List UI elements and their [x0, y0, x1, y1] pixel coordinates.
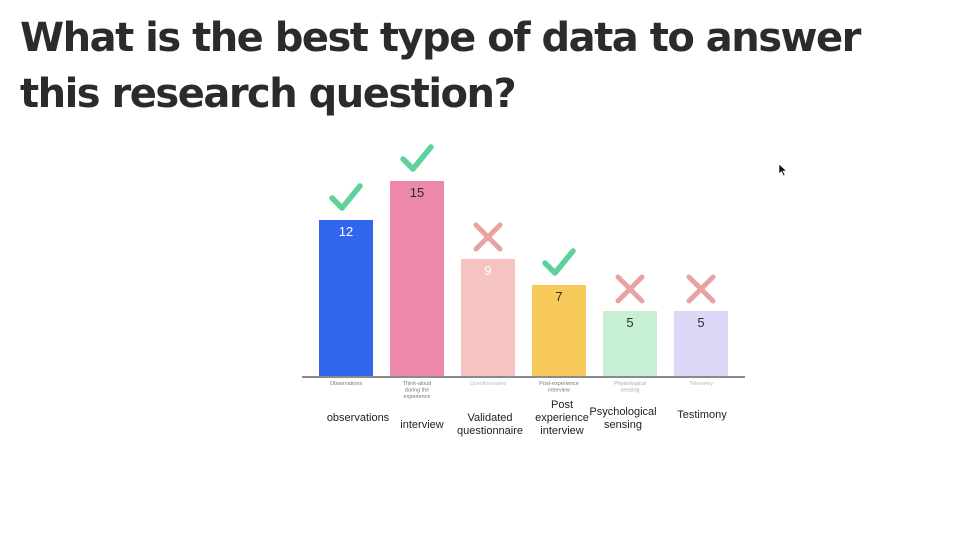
tick-label-3: Questionnaires — [470, 381, 507, 387]
bar-4 — [532, 285, 586, 376]
value-label-3: 9 — [484, 263, 491, 278]
value-label-6: 5 — [697, 315, 704, 330]
annotation-label-1: observations — [326, 412, 390, 424]
tick-label-1: Observations — [330, 381, 363, 387]
value-label-4: 7 — [555, 289, 562, 304]
value-label-5: 5 — [626, 315, 633, 330]
value-label-2: 15 — [410, 185, 424, 200]
bars-layer: 12 15 9 7 5 5 — [319, 181, 728, 376]
tick-labels-layer: Observations Think-aloud during the experie… — [330, 381, 713, 400]
cross-icon — [615, 274, 645, 304]
mouse-pointer-icon — [778, 163, 788, 177]
tick-label-5: Physiological sensing — [614, 381, 646, 394]
annotation-label-5: Psychological sensing — [589, 406, 657, 431]
tick-label-2: Think-aloud during the experience — [403, 381, 432, 400]
bar-1 — [319, 220, 373, 376]
bar-6 — [674, 311, 728, 376]
bar-3 — [461, 259, 515, 376]
checkmark-icon — [329, 183, 363, 211]
cross-icon — [686, 274, 716, 304]
tick-label-6: Telemetry — [689, 381, 713, 387]
checkmark-icon — [542, 248, 576, 276]
bar-2 — [390, 181, 444, 376]
bar-5 — [603, 311, 657, 376]
cross-icon — [473, 222, 503, 252]
checkmark-icon — [400, 144, 434, 172]
tick-label-4: Post-experience interview — [539, 381, 579, 394]
marks-layer — [329, 144, 716, 304]
slide-title: What is the best type of data to answer … — [20, 15, 861, 117]
annotation-label-6: Testimony — [677, 409, 727, 421]
annotation-label-4: Post experience interview — [535, 399, 589, 437]
annotation-label-3: Validated questionnaire — [456, 412, 524, 437]
value-label-1: 12 — [339, 224, 353, 239]
annotation-label-2: interview — [400, 419, 444, 431]
